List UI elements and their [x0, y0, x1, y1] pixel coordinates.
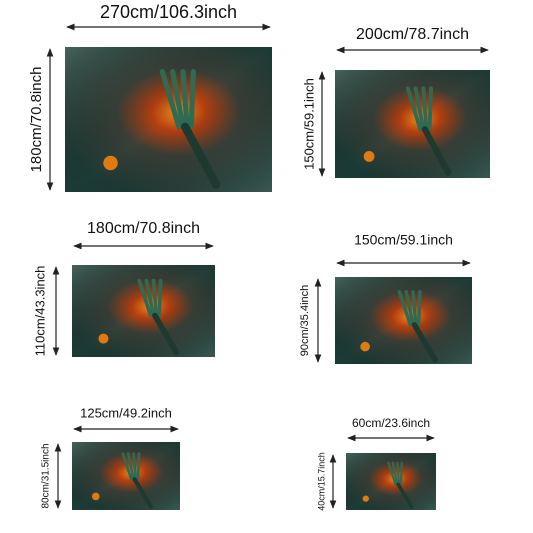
height-label: 150cm/59.1inch — [301, 78, 316, 170]
width-label: 125cm/49.2inch — [80, 405, 172, 420]
backdrop-fog — [346, 453, 436, 510]
hand-wrist — [411, 322, 438, 363]
size-item: 180cm/70.8inch 110cm/43.3inch — [32, 220, 215, 357]
pumpkin — [98, 333, 109, 344]
hand-finger — [416, 290, 422, 327]
size-item: 60cm/23.6inch 40cm/15.7inch — [316, 416, 436, 511]
hand-finger — [396, 461, 401, 486]
size-item: 200cm/78.7inch 150cm/59.1inch — [301, 26, 490, 178]
hand-finger — [132, 452, 138, 481]
hand-finger — [413, 86, 426, 132]
hand-finger — [151, 278, 159, 318]
hand-finger — [137, 278, 153, 318]
width-label: 150cm/59.1inch — [354, 232, 453, 248]
hand-finger — [405, 86, 423, 132]
hand-finger — [121, 452, 133, 481]
hand-finger — [136, 452, 141, 481]
hand-wrist — [421, 126, 452, 176]
hand-wrist — [132, 477, 153, 509]
width-label: 180cm/70.8inch — [87, 220, 200, 237]
hand-finger — [421, 86, 429, 132]
backdrop-fog — [65, 47, 272, 192]
hand-finger — [411, 290, 418, 327]
hand-finger — [144, 278, 156, 318]
height-label: 180cm/70.8inch — [28, 67, 45, 173]
width-label: 200cm/78.7inch — [356, 26, 469, 43]
hand-finger — [180, 69, 190, 130]
backdrop-fog — [335, 70, 490, 178]
hand-wrist — [152, 312, 180, 356]
width-label: 60cm/23.6inch — [352, 416, 430, 430]
pumpkin — [362, 495, 369, 502]
hand-finger — [399, 461, 403, 486]
backdrop-fog — [72, 442, 180, 510]
hand-finger — [387, 461, 397, 486]
hand-finger — [159, 69, 182, 130]
pumpkin — [91, 492, 100, 501]
size-item: 270cm/106.3inch 180cm/70.8inch — [28, 2, 272, 192]
hand-finger — [126, 452, 135, 481]
hand-finger — [157, 278, 163, 318]
pumpkin — [103, 155, 118, 171]
hand-wrist — [396, 482, 414, 509]
backdrop-fog — [335, 277, 472, 364]
size-item: 125cm/49.2inch 80cm/31.5inch — [41, 405, 180, 510]
hand-finger — [188, 69, 196, 130]
hand-finger — [170, 69, 186, 130]
size-item: 150cm/59.1inch 90cm/35.4inch — [299, 232, 472, 364]
hand-finger — [391, 461, 399, 486]
backdrop-fog — [72, 265, 215, 357]
height-label: 110cm/43.3inch — [32, 266, 47, 357]
hand-wrist — [180, 122, 221, 189]
hand-finger — [427, 86, 434, 132]
pumpkin — [360, 341, 370, 352]
height-label: 90cm/35.4inch — [299, 285, 311, 357]
width-label: 270cm/106.3inch — [100, 2, 237, 22]
hand-finger — [404, 290, 415, 327]
height-label: 80cm/31.5inch — [41, 443, 52, 508]
pumpkin — [363, 150, 375, 162]
hand-finger — [397, 290, 413, 327]
height-label: 40cm/15.7inch — [316, 452, 326, 511]
